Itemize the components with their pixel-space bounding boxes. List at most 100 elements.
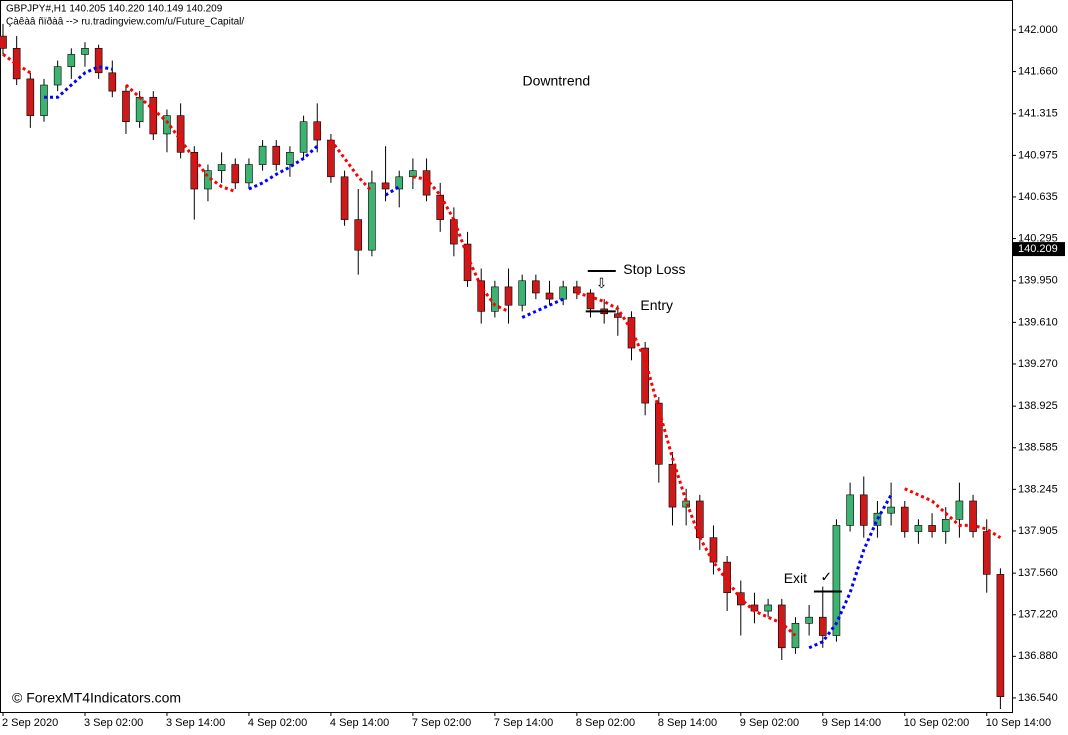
- candle-body: [969, 500, 977, 532]
- candle-body: [614, 313, 622, 318]
- annotation: Entry: [640, 297, 673, 313]
- candle-body: [655, 402, 663, 465]
- y-tick-label: 138.585: [1018, 442, 1058, 454]
- candle-body: [245, 164, 253, 184]
- candle-body: [12, 48, 21, 80]
- candle-body: [163, 115, 171, 135]
- candle-body: [504, 286, 513, 306]
- candle-body: [176, 115, 185, 153]
- candle-body: [805, 616, 813, 624]
- candle-body: [859, 494, 868, 526]
- y-tick-label: 141.660: [1018, 65, 1058, 77]
- y-tick-label: 140.295: [1018, 232, 1058, 244]
- annotation: Downtrend: [522, 73, 590, 89]
- candle-body: [368, 182, 376, 251]
- y-tick-label: 141.315: [1018, 108, 1058, 120]
- y-tick-label: 137.905: [1018, 525, 1058, 537]
- candle-body: [818, 616, 827, 636]
- x-tick-label: 8 Sep 02:00: [576, 717, 635, 729]
- candle-body: [518, 280, 526, 306]
- candle-body: [532, 280, 540, 294]
- y-tick-label: 138.925: [1018, 400, 1058, 412]
- y-tick-label: 140.635: [1018, 191, 1058, 203]
- x-tick-label: 7 Sep 02:00: [412, 717, 471, 729]
- candle-body: [723, 561, 731, 594]
- annotation: ⇩: [596, 275, 608, 291]
- x-tick-label: 9 Sep 02:00: [740, 717, 799, 729]
- candle-body: [709, 537, 718, 563]
- candle-body: [381, 182, 390, 190]
- x-tick-label: 3 Sep 14:00: [166, 717, 225, 729]
- candle-body: [573, 286, 581, 294]
- candle-body: [627, 317, 636, 349]
- candle-body: [327, 139, 335, 178]
- candle-body: [40, 84, 48, 116]
- candle-body: [94, 48, 103, 74]
- x-tick-label: 2 Sep 2020: [2, 717, 58, 729]
- candle-body: [900, 506, 909, 532]
- x-tick-label: 7 Sep 14:00: [494, 717, 553, 729]
- header-symbol: GBPJPY#,H1 140.205 140.220 140.149 140.2…: [6, 4, 223, 15]
- candle-body: [272, 145, 281, 165]
- candle-body: [122, 90, 130, 123]
- candle-body: [887, 506, 895, 514]
- candle-body: [941, 519, 950, 532]
- x-tick-label: 4 Sep 02:00: [248, 717, 307, 729]
- watermark: © ForexMT4Indicators.com: [12, 690, 181, 706]
- candle-body: [149, 96, 158, 135]
- candle-body: [559, 286, 567, 300]
- annotation: Stop Loss: [623, 261, 685, 277]
- trend-line: [44, 65, 893, 650]
- x-tick-label: 10 Sep 14:00: [986, 717, 1051, 729]
- candle-body: [586, 292, 595, 310]
- candle-body: [491, 286, 499, 312]
- candle-body: [299, 121, 308, 153]
- x-tick-label: 4 Sep 14:00: [330, 717, 389, 729]
- candle-body: [231, 164, 240, 184]
- current-price-label: 140.209: [1018, 243, 1058, 255]
- y-tick-label: 136.880: [1018, 650, 1058, 662]
- current-price-box: [1013, 242, 1065, 257]
- candle-body: [545, 292, 554, 300]
- x-tick-label: 3 Sep 02:00: [84, 717, 143, 729]
- y-tick-label: 137.220: [1018, 609, 1058, 621]
- candle-body: [846, 494, 854, 526]
- plot-border: [0, 0, 1013, 713]
- candle-body: [190, 152, 199, 190]
- candle-body: [108, 72, 117, 92]
- candle-body: [641, 347, 649, 404]
- candle-body: [928, 525, 936, 532]
- candle-body: [395, 176, 404, 190]
- candle-body: [135, 96, 144, 123]
- y-tick-label: 139.610: [1018, 316, 1058, 328]
- y-tick-label: 142.000: [1018, 24, 1058, 36]
- y-tick-label: 139.270: [1018, 358, 1058, 370]
- candle-body: [313, 121, 322, 141]
- candle-body: [764, 604, 772, 612]
- candle-body: [955, 500, 964, 520]
- candle-body: [477, 280, 486, 312]
- candle-body: [791, 623, 800, 649]
- header-note: Çàêàâ ñïðàâ --> ru.tradingview.com/u/Fut…: [6, 16, 244, 28]
- candle-body: [0, 35, 7, 49]
- y-tick-label: 137.560: [1018, 567, 1058, 579]
- candle-body: [67, 54, 76, 67]
- annotation: ✓: [820, 569, 832, 585]
- candle-body: [258, 145, 267, 165]
- candle-body: [873, 512, 882, 526]
- x-tick-label: 10 Sep 02:00: [904, 717, 969, 729]
- candle-body: [996, 574, 1005, 698]
- candle-body: [26, 78, 35, 116]
- annotation: Exit: [784, 570, 807, 586]
- candle-body: [914, 525, 923, 532]
- candle-body: [668, 463, 677, 508]
- candle-body: [436, 194, 445, 220]
- x-tick-label: 8 Sep 14:00: [658, 717, 717, 729]
- candle-body: [53, 66, 62, 86]
- candle-body: [832, 525, 841, 636]
- candle-body: [354, 219, 363, 251]
- candle-body: [217, 164, 226, 171]
- y-tick-label: 140.975: [1018, 149, 1058, 161]
